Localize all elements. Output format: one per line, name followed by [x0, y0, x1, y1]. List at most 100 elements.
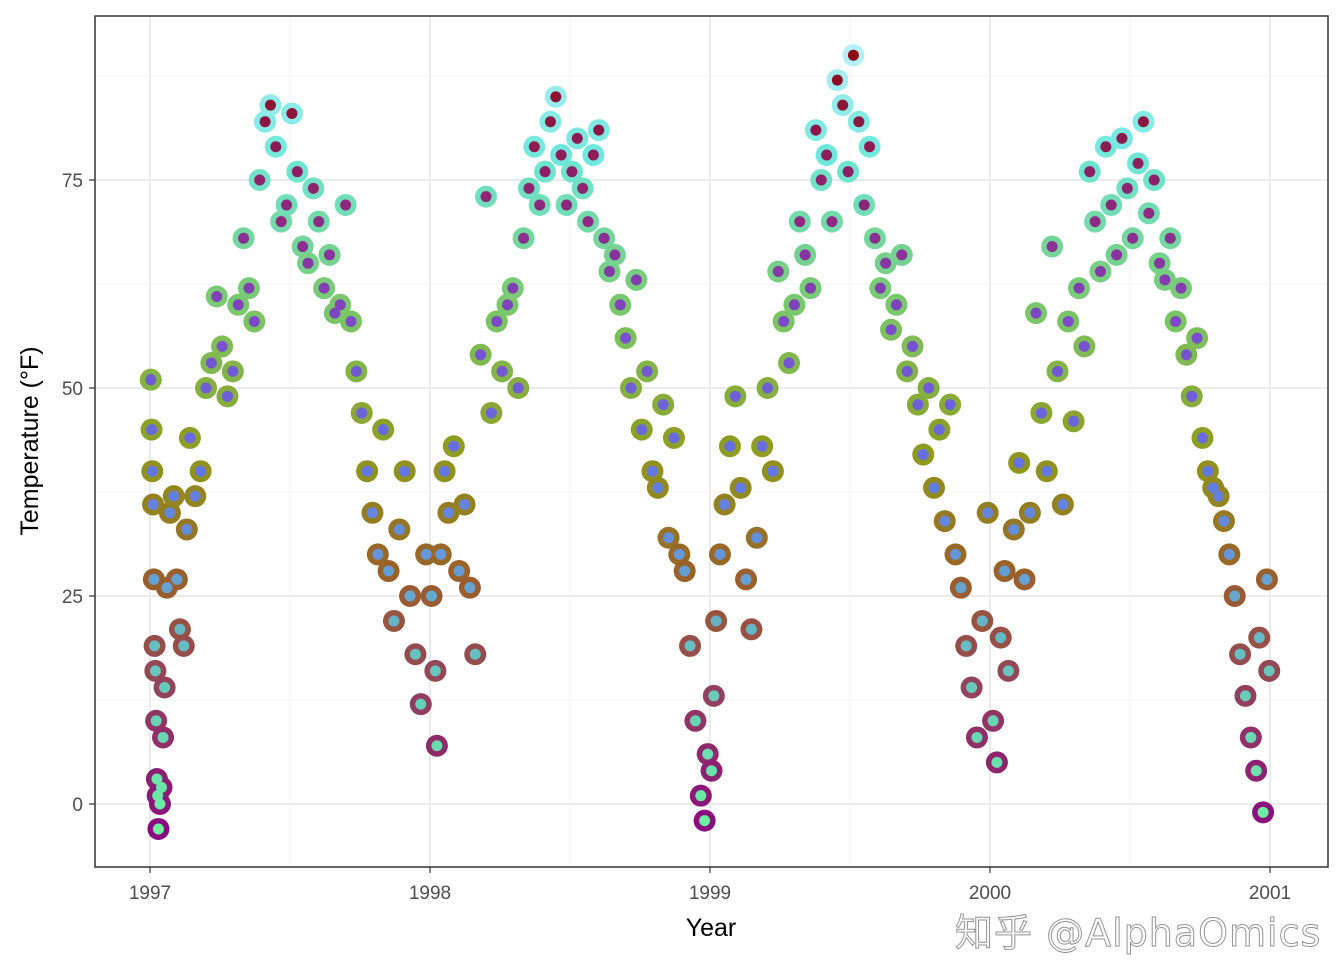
- data-point-inner: [393, 523, 405, 535]
- data-point-inner: [442, 507, 454, 519]
- data-point-inner: [842, 166, 854, 178]
- x-tick-label: 1997: [129, 883, 171, 904]
- data-point-inner: [598, 232, 610, 244]
- data-point-inner: [1121, 182, 1133, 194]
- data-point-inner: [345, 315, 357, 327]
- data-point-inner: [767, 465, 779, 477]
- data-point-inner: [1116, 132, 1128, 144]
- data-point-inner: [724, 440, 736, 452]
- grid-lines: [95, 16, 1328, 867]
- data-point-inner: [630, 274, 642, 286]
- data-point-inner: [1030, 307, 1042, 319]
- data-point-inner: [1239, 690, 1251, 702]
- data-point-inner: [501, 299, 513, 311]
- data-point-inner: [154, 798, 166, 810]
- data-point-inner: [604, 266, 616, 278]
- data-point-inner: [232, 299, 244, 311]
- data-point-inner: [409, 648, 421, 660]
- data-point-inner: [999, 565, 1011, 577]
- panel-border: [94, 15, 1329, 868]
- data-point-inner: [1105, 199, 1117, 211]
- data-point-inner: [275, 216, 287, 228]
- y-tick-label: 75: [62, 171, 83, 192]
- data-point-inner: [555, 149, 567, 161]
- data-point-inner: [254, 174, 266, 186]
- data-point-inner: [561, 199, 573, 211]
- data-point-inner: [1132, 157, 1144, 169]
- data-point-inner: [756, 440, 768, 452]
- data-point-inner: [145, 374, 157, 386]
- x-axis-title: Year: [686, 914, 737, 942]
- data-point-inner: [340, 199, 352, 211]
- data-point-inner: [652, 482, 664, 494]
- data-point-inner: [689, 715, 701, 727]
- data-point-inner: [636, 424, 648, 436]
- data-point-inner: [453, 565, 465, 577]
- data-point-inner: [356, 407, 368, 419]
- data-point-inner: [874, 282, 886, 294]
- data-point-inner: [714, 548, 726, 560]
- data-point-inner: [496, 365, 508, 377]
- data-point-inner: [435, 548, 447, 560]
- data-point-inner: [1202, 465, 1214, 477]
- data-point-inner: [448, 440, 460, 452]
- data-point-inner: [907, 340, 919, 352]
- data-point-inner: [149, 640, 161, 652]
- data-point-inner: [1062, 315, 1074, 327]
- data-point-inner: [1008, 523, 1020, 535]
- data-point-inner: [917, 449, 929, 461]
- data-point-inner: [788, 299, 800, 311]
- data-point-inner: [485, 407, 497, 419]
- data-point-inner: [512, 382, 524, 394]
- data-point-inner: [1019, 573, 1031, 585]
- data-point-inner: [221, 390, 233, 402]
- data-point-inner: [350, 365, 362, 377]
- data-point-inner: [1154, 257, 1166, 269]
- data-point-inner: [147, 498, 159, 510]
- data-point-inner: [1234, 648, 1246, 660]
- data-point-inner: [361, 465, 373, 477]
- data-point-inner: [420, 548, 432, 560]
- data-point-inner: [313, 216, 325, 228]
- data-point-inner: [684, 640, 696, 652]
- data-point-inner: [415, 698, 427, 710]
- data-point-inner: [281, 199, 293, 211]
- data-point-inner: [762, 382, 774, 394]
- data-point-inner: [991, 756, 1003, 768]
- data-point-inner: [270, 141, 282, 153]
- data-point-inner: [1143, 207, 1155, 219]
- data-point-inner: [1186, 390, 1198, 402]
- data-point-inner: [949, 548, 961, 560]
- data-point-inner: [821, 149, 833, 161]
- data-point-inner: [528, 141, 540, 153]
- data-point-inner: [157, 731, 169, 743]
- data-point-inner: [1100, 141, 1112, 153]
- x-tick-label: 2001: [1249, 883, 1291, 904]
- data-point-inner: [593, 124, 605, 136]
- data-point-inner: [429, 665, 441, 677]
- data-point-inner: [248, 315, 260, 327]
- data-point-inner: [847, 49, 859, 61]
- data-point-inner: [987, 715, 999, 727]
- data-point-inner: [1024, 507, 1036, 519]
- y-tick-label: 50: [62, 379, 83, 400]
- data-point-inner: [171, 573, 183, 585]
- data-point-inner: [148, 573, 160, 585]
- data-point-inner: [923, 382, 935, 394]
- data-point-inner: [740, 573, 752, 585]
- data-point-inner: [1073, 282, 1085, 294]
- y-axis-title: Temperature (°F): [16, 346, 44, 535]
- data-point-inner: [152, 823, 164, 835]
- data-point-inner: [372, 548, 384, 560]
- data-point-inner: [1046, 241, 1058, 253]
- data-point-inner: [1137, 116, 1149, 128]
- x-tick-label: 1999: [689, 883, 731, 904]
- data-point-inner: [778, 315, 790, 327]
- data-point-inner: [377, 424, 389, 436]
- data-point-inner: [679, 565, 691, 577]
- data-point-inner: [1263, 665, 1275, 677]
- data-point-inner: [745, 623, 757, 635]
- data-point-inner: [1013, 457, 1025, 469]
- data-point-inner: [334, 299, 346, 311]
- data-point-inner: [673, 548, 685, 560]
